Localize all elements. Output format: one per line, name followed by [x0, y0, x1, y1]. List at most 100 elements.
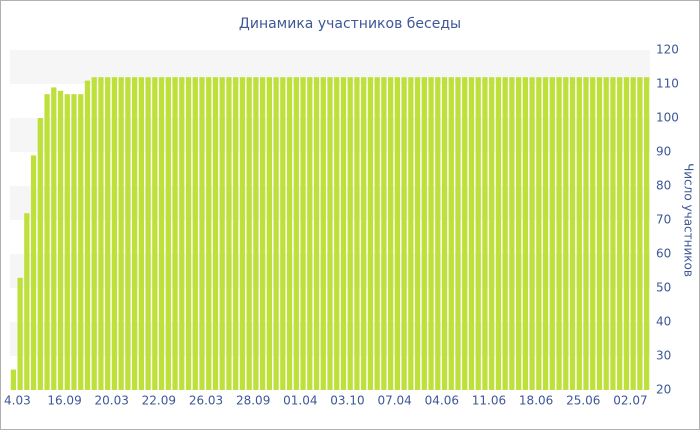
bar	[462, 77, 468, 390]
bar	[313, 77, 320, 390]
bar	[158, 77, 165, 390]
bar	[340, 77, 347, 390]
bar	[361, 77, 367, 390]
bar	[165, 77, 171, 390]
bar	[489, 77, 495, 390]
bar	[185, 77, 192, 390]
y-tick-label: 90	[656, 145, 671, 159]
bar	[610, 77, 616, 390]
y-tick-label: 80	[656, 179, 671, 193]
y-axis-label: Число участников	[682, 163, 696, 277]
bar	[435, 77, 441, 390]
bar	[78, 94, 84, 390]
bar	[273, 77, 279, 390]
bar	[509, 77, 515, 390]
bar	[381, 77, 387, 390]
bar	[448, 77, 454, 390]
bar	[132, 77, 138, 390]
bar	[24, 213, 30, 390]
x-tick-label: 20.03	[95, 394, 129, 408]
x-tick-label: 28.09	[236, 394, 270, 408]
bar	[233, 77, 239, 390]
bar	[64, 94, 70, 390]
bar	[482, 77, 488, 390]
y-tick-label: 110	[656, 77, 679, 91]
bar	[569, 77, 576, 390]
bar	[212, 77, 219, 390]
bar	[367, 77, 374, 390]
y-tick-label: 50	[656, 281, 671, 295]
bar	[179, 77, 185, 390]
bar	[536, 77, 542, 390]
bar	[549, 77, 555, 390]
bar	[388, 77, 394, 390]
x-tick-label: 07.04	[377, 394, 411, 408]
bar	[253, 77, 259, 390]
y-tick-label: 40	[656, 315, 671, 329]
bar	[286, 77, 293, 390]
bar	[394, 77, 400, 390]
x-tick-label: 02.07	[613, 394, 647, 408]
bar	[327, 77, 333, 390]
y-tick-label: 20	[656, 383, 671, 397]
bar	[408, 77, 414, 390]
bar	[401, 77, 407, 390]
bar	[266, 77, 272, 390]
y-tick-label: 60	[656, 247, 671, 261]
bar	[307, 77, 313, 390]
x-tick-label: 04.06	[425, 394, 459, 408]
bar	[542, 77, 549, 390]
bar	[84, 80, 91, 390]
bar	[428, 77, 434, 390]
bar	[57, 90, 64, 391]
bar	[455, 77, 461, 390]
bar	[421, 77, 427, 390]
bar	[239, 77, 246, 390]
bar	[125, 77, 131, 390]
bar	[441, 77, 448, 390]
bar	[30, 155, 37, 390]
bar	[145, 77, 151, 390]
bar	[495, 77, 502, 390]
bar	[617, 77, 623, 390]
x-tick-label: 26.03	[189, 394, 223, 408]
bar	[219, 77, 225, 390]
bar	[596, 77, 603, 390]
bar	[556, 77, 562, 390]
bar	[475, 77, 481, 390]
bar	[44, 94, 50, 390]
bar	[334, 77, 340, 390]
x-tick-label: 01.04	[283, 394, 317, 408]
y-tick-label: 30	[656, 349, 671, 363]
bar	[522, 77, 528, 390]
x-tick-label: 4.03	[4, 394, 31, 408]
bar	[414, 77, 421, 390]
bar	[138, 77, 144, 390]
bar	[51, 87, 57, 391]
bar	[111, 77, 118, 390]
bar	[630, 77, 636, 390]
y-tick-label: 120	[656, 43, 679, 57]
bar	[152, 77, 158, 390]
bar	[529, 77, 535, 390]
bar	[516, 77, 522, 390]
bar	[293, 77, 299, 390]
bar	[226, 77, 232, 390]
bar	[10, 369, 16, 390]
bar	[590, 77, 596, 390]
bar	[206, 77, 212, 390]
chart-title: Динамика участников беседы	[239, 16, 461, 32]
bar	[320, 77, 326, 390]
bar	[246, 77, 252, 390]
bar	[71, 94, 77, 390]
bar	[105, 77, 111, 390]
x-tick-label: 16.09	[47, 394, 81, 408]
bar	[37, 118, 43, 390]
bar	[583, 77, 589, 390]
bar	[563, 77, 569, 390]
x-tick-label: 18.06	[519, 394, 553, 408]
bar	[192, 77, 198, 390]
x-tick-label: 22.09	[142, 394, 176, 408]
bar	[17, 277, 23, 390]
